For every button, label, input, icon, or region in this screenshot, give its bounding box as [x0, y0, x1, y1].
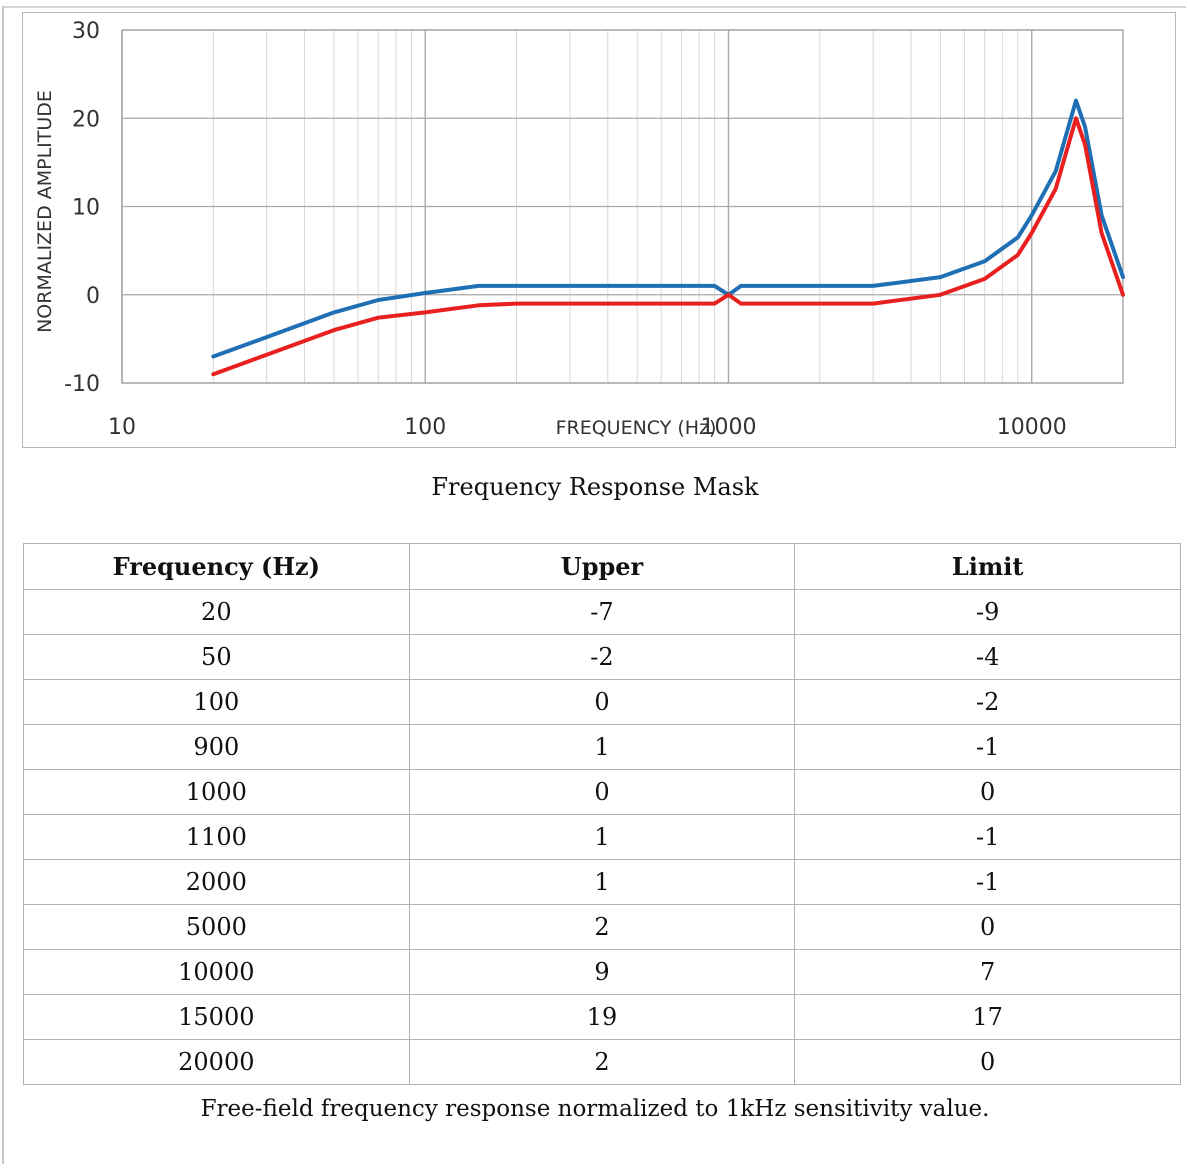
frequency-cell: 900	[23, 724, 410, 770]
y-tick-label: 20	[72, 107, 100, 132]
limit-cell: -9	[794, 589, 1181, 635]
frequency-cell: 5000	[23, 904, 410, 950]
limit-cell: 0	[794, 769, 1181, 815]
table-header-row: Frequency (Hz) Upper Limit	[23, 543, 1181, 590]
chart-canvas: -10 0 10 20 30 10 100 1000 10000 FREQUENCY (Hz) NO…	[34, 19, 1125, 440]
upper-cell: 0	[408, 679, 796, 725]
x-axis-title: FREQUENCY (Hz)	[556, 417, 717, 439]
column-header-frequency: Frequency (Hz)	[23, 543, 410, 590]
page-frame	[2, 6, 1186, 1164]
frequency-cell: 20	[23, 589, 410, 635]
upper-cell: 2	[408, 1039, 796, 1085]
limit-cell: -1	[794, 814, 1181, 860]
x-tick-label: 100	[404, 415, 446, 440]
frequency-cell: 1100	[23, 814, 410, 860]
frequency-cell: 100	[23, 679, 410, 725]
frequency-cell: 2000	[23, 859, 410, 905]
frequency-cell: 15000	[23, 994, 410, 1040]
limit-cell: 0	[794, 1039, 1181, 1085]
frequency-cell: 10000	[23, 949, 410, 995]
plot-area-border	[121, 29, 1124, 384]
table-row: 900 1 -1	[23, 724, 1181, 770]
y-tick-label: -10	[64, 372, 100, 397]
upper-cell: -2	[408, 634, 796, 680]
limit-cell: -1	[794, 724, 1181, 770]
table-row: 1000 0 0	[23, 769, 1181, 815]
x-tick-label: 1000	[700, 415, 756, 440]
table-row: 100 0 -2	[23, 679, 1181, 725]
table-footnote: Free-field frequency response normalized…	[200, 1096, 990, 1122]
y-tick-label: 0	[86, 284, 100, 309]
x-tick-label: 10	[108, 415, 136, 440]
table-row: 2000 1 -1	[23, 859, 1181, 905]
limit-cell: 0	[794, 904, 1181, 950]
column-header-limit: Limit	[794, 543, 1181, 590]
table-row: 20 -7 -9	[23, 589, 1181, 635]
table-row: 5000 2 0	[23, 904, 1181, 950]
y-tick-label: 10	[72, 196, 100, 221]
upper-cell: 1	[408, 814, 796, 860]
upper-limit-line	[211, 98, 1125, 359]
upper-cell: 0	[408, 769, 796, 815]
table-row: 50 -2 -4	[23, 634, 1181, 680]
limit-cell: -1	[794, 859, 1181, 905]
y-tick-label: 30	[72, 19, 100, 44]
upper-cell: -7	[408, 589, 796, 635]
table-row: 10000 9 7	[23, 949, 1181, 995]
lower-limit-line	[211, 116, 1125, 377]
frequency-cell: 50	[23, 634, 410, 680]
column-header-upper: Upper	[408, 543, 796, 590]
upper-cell: 9	[408, 949, 796, 995]
frequency-cell: 1000	[23, 769, 410, 815]
limit-cell: -2	[794, 679, 1181, 725]
frequency-mask-table: Frequency (Hz) Upper Limit 20 -7 -9 50 -…	[23, 543, 1181, 1085]
upper-cell: 1	[408, 724, 796, 770]
upper-cell: 19	[408, 994, 796, 1040]
table-row: 15000 19 17	[23, 994, 1181, 1040]
limit-cell: -4	[794, 634, 1181, 680]
table-row: 20000 2 0	[23, 1039, 1181, 1085]
y-axis-title: NORMALIZED AMPLITUDE	[34, 90, 56, 333]
limit-cell: 17	[794, 994, 1181, 1040]
frequency-cell: 20000	[23, 1039, 410, 1085]
chart-caption: Frequency Response Mask	[431, 473, 759, 501]
limit-cell: 7	[794, 949, 1181, 995]
x-tick-label: 10000	[997, 415, 1067, 440]
upper-cell: 1	[408, 859, 796, 905]
table-row: 1100 1 -1	[23, 814, 1181, 860]
frequency-response-chart: -10 0 10 20 30 10 100 1000 10000 FREQUENCY (Hz) NO…	[22, 12, 1176, 448]
upper-cell: 2	[408, 904, 796, 950]
